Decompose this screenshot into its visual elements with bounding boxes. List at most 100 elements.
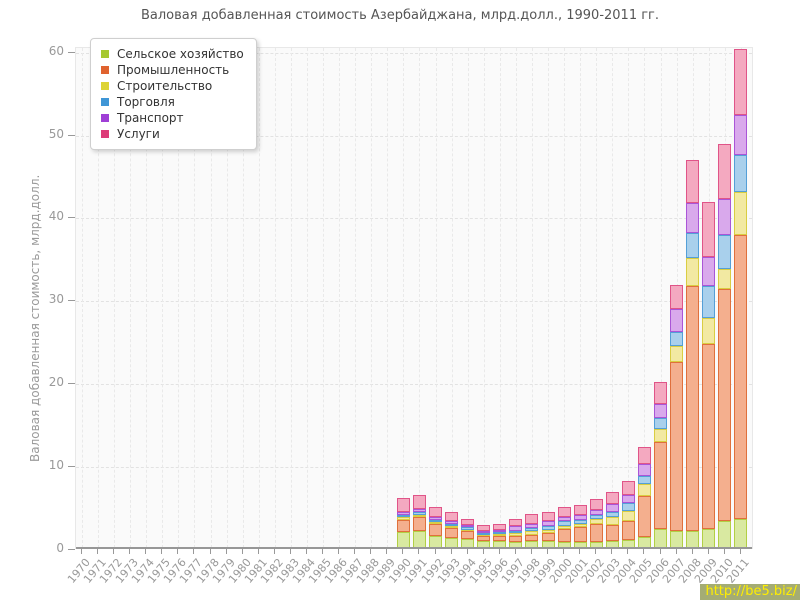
legend-item: Сельское хозяйство	[101, 46, 244, 62]
legend-label: Промышленность	[117, 63, 230, 77]
bar-segment-2009	[702, 286, 716, 318]
bar-segment-1998	[525, 530, 539, 535]
v-gridline	[564, 48, 566, 548]
bar-segment-2008	[686, 160, 700, 204]
watermark-link[interactable]: http://be5.biz/	[700, 584, 800, 600]
bar-segment-2010	[718, 521, 732, 548]
bar-segment-1995	[477, 535, 491, 542]
bar-segment-2006	[654, 403, 668, 418]
legend-label: Строительство	[117, 79, 213, 93]
v-gridline	[387, 48, 389, 548]
v-gridline	[258, 48, 260, 548]
bar-segment-1991	[412, 512, 426, 515]
bar-segment-2009	[702, 202, 716, 258]
bar-segment-2005	[637, 446, 651, 465]
bar-segment-2011	[734, 192, 748, 236]
x-tick	[161, 549, 163, 554]
bar-segment-2005	[637, 475, 651, 485]
y-tick-label: 50	[48, 126, 64, 141]
v-gridline	[98, 48, 100, 548]
bar-segment-2008	[686, 233, 700, 258]
legend-label: Торговля	[117, 95, 175, 109]
v-gridline	[499, 48, 501, 548]
v-gridline	[82, 48, 83, 548]
x-tick	[322, 549, 324, 554]
bar-segment-1996	[493, 523, 507, 530]
bar-segment-1998	[525, 523, 539, 529]
bar-segment-2004	[621, 510, 635, 521]
x-tick	[145, 549, 147, 554]
v-gridline	[548, 48, 550, 548]
legend-item: Торговля	[101, 94, 244, 110]
v-gridline	[580, 48, 582, 548]
x-tick	[450, 549, 452, 554]
x-tick	[707, 549, 709, 554]
y-tick	[68, 51, 75, 53]
x-tick	[675, 549, 677, 554]
bar-segment-2003	[605, 524, 619, 542]
x-tick	[659, 549, 661, 554]
bar-segment-2008	[686, 286, 700, 531]
bar-segment-1992	[429, 507, 443, 518]
bar-segment-1992	[429, 521, 443, 524]
bar-segment-2006	[654, 428, 668, 442]
x-tick	[482, 549, 484, 554]
legend-swatch-icon	[101, 82, 109, 90]
bar-segment-2006	[654, 441, 668, 529]
bar-segment-2008	[686, 203, 700, 233]
legend-swatch-icon	[101, 66, 109, 74]
x-tick	[547, 549, 549, 554]
bar-segment-1994	[461, 527, 475, 530]
x-tick	[193, 549, 195, 554]
x-tick	[97, 549, 99, 554]
bar-segment-1997	[509, 530, 523, 534]
x-tick	[338, 549, 340, 554]
y-tick-label: 40	[48, 209, 64, 224]
bar-segment-2003	[605, 517, 619, 525]
bar-segment-1997	[509, 535, 523, 543]
bar-segment-2007	[670, 345, 684, 363]
bar-segment-2008	[686, 530, 700, 548]
h-gridline	[76, 467, 752, 469]
bar-segment-1993	[445, 512, 459, 521]
legend-label: Сельское хозяйство	[117, 47, 244, 61]
legend: Сельское хозяйство Промышленность Строител…	[90, 38, 257, 150]
legend-label: Транспорт	[117, 111, 184, 125]
x-tick	[498, 549, 500, 554]
bar-segment-1997	[509, 533, 523, 536]
bar-segment-2006	[654, 417, 668, 429]
bar-segment-2011	[734, 155, 748, 193]
x-tick	[273, 549, 275, 554]
bar-segment-2007	[670, 530, 684, 548]
y-tick	[68, 549, 75, 550]
bar-segment-2003	[605, 491, 619, 505]
bar-segment-1998	[525, 528, 539, 531]
x-tick	[691, 549, 693, 554]
x-tick	[434, 549, 436, 554]
bar-segment-1992	[429, 517, 443, 520]
v-gridline	[114, 48, 116, 548]
y-tick-label: 30	[48, 292, 64, 307]
bar-segment-2011	[734, 519, 748, 548]
bar-segment-1998	[525, 534, 539, 542]
bar-segment-1990	[396, 498, 410, 512]
bar-segment-1994	[461, 519, 475, 525]
bar-segment-1995	[477, 532, 491, 535]
y-tick-label: 0	[56, 541, 64, 555]
legend-item: Промышленность	[101, 62, 244, 78]
bar-segment-1996	[493, 531, 507, 534]
x-tick	[354, 549, 356, 554]
bar-segment-2000	[557, 507, 571, 517]
bar-segment-1998	[525, 514, 539, 524]
bar-segment-1990	[396, 511, 410, 515]
bar-segment-2010	[718, 289, 732, 522]
bar-segment-2007	[670, 362, 684, 531]
bar-segment-2004	[621, 503, 635, 511]
v-gridline	[451, 48, 453, 548]
legend-item: Строительство	[101, 78, 244, 94]
x-tick	[241, 549, 243, 554]
bar-segment-2002	[589, 523, 603, 543]
bar-segment-2009	[702, 317, 716, 345]
bar-segment-2000	[557, 521, 571, 526]
x-tick	[289, 549, 291, 554]
